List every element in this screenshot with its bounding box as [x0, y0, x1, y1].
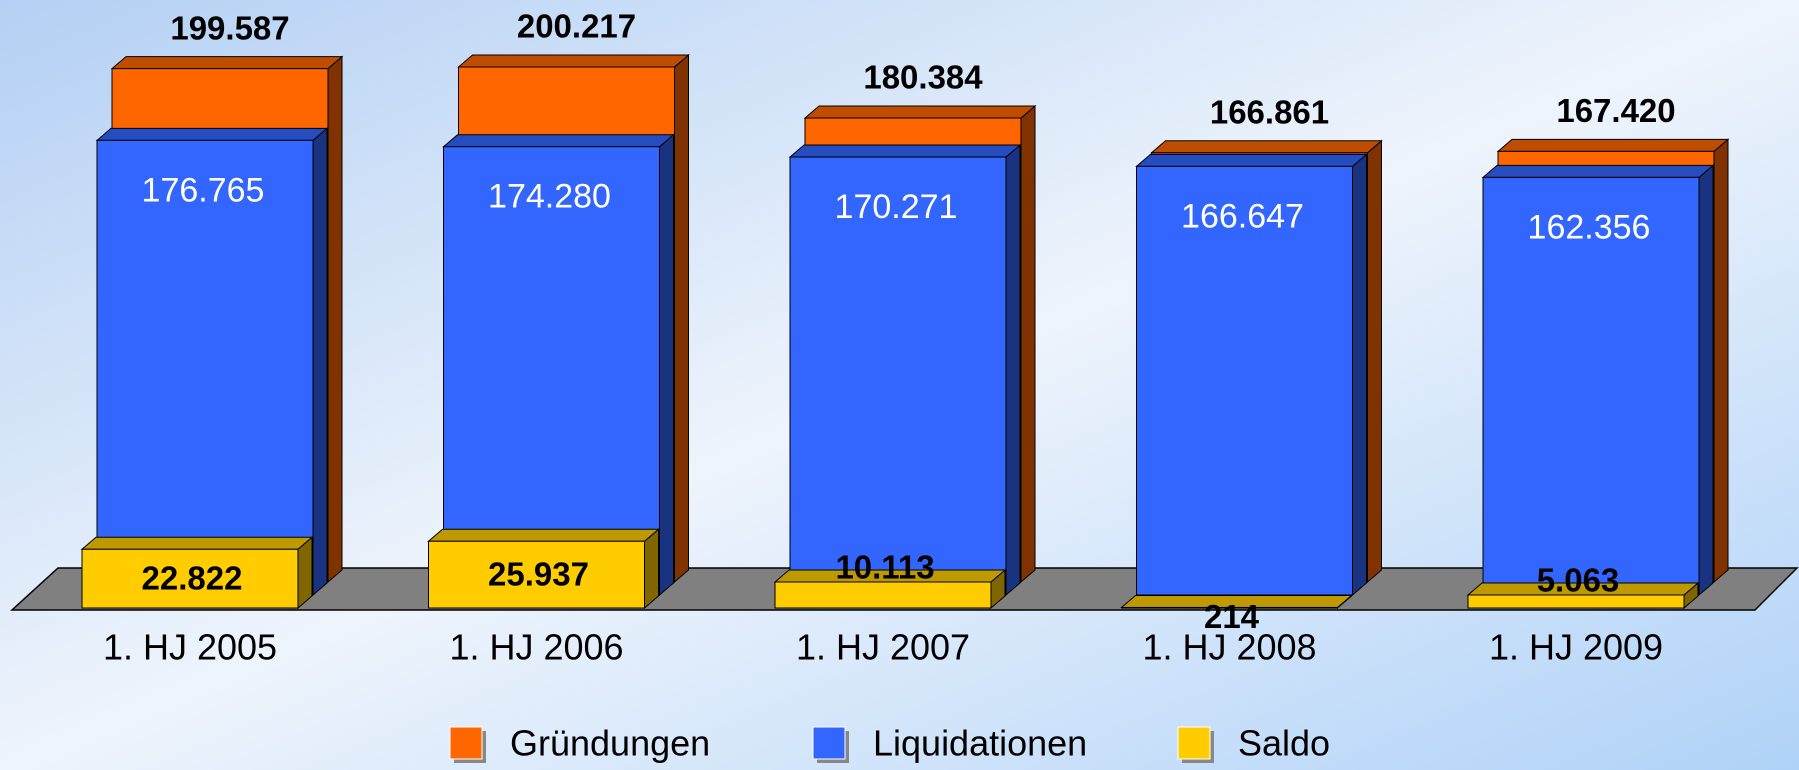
bar-side: [674, 53, 689, 584]
bar-side: [1698, 164, 1714, 597]
bar: [96, 139, 314, 596]
bar: [1136, 165, 1353, 596]
bar: [81, 548, 299, 609]
x-tick-label: 1. HJ 2005: [103, 627, 277, 668]
bar-top: [457, 54, 690, 68]
x-tick-label: 1. HJ 2007: [796, 627, 970, 668]
bar-side: [1020, 104, 1036, 584]
bar-top: [427, 528, 660, 542]
bar: [1467, 594, 1685, 609]
bar-side: [644, 528, 659, 610]
bar-side: [312, 127, 328, 597]
value-label: 170.271: [835, 188, 958, 226]
value-label: 166.647: [1181, 197, 1304, 235]
bar-top: [803, 105, 1037, 119]
legend-swatch: [449, 726, 483, 760]
legend-label: Gründungen: [510, 723, 710, 764]
value-label: 25.937: [488, 555, 589, 592]
legend-swatch: [1177, 726, 1211, 760]
value-label: 10.113: [835, 549, 934, 586]
bar-top: [110, 56, 344, 70]
value-label: 174.280: [488, 178, 611, 216]
value-label: 22.822: [142, 559, 243, 596]
bar: [1482, 176, 1700, 596]
value-label: 199.587: [170, 9, 289, 46]
legend-label: Saldo: [1238, 723, 1330, 764]
bar: [774, 581, 992, 609]
bar: [428, 540, 645, 609]
bar: [789, 156, 1007, 596]
legend-swatch: [812, 726, 846, 760]
bar-side: [1005, 143, 1021, 597]
bar-side: [327, 55, 343, 584]
bar-side: [1713, 138, 1729, 584]
value-label: 167.420: [1556, 92, 1675, 129]
bar-side: [1352, 153, 1367, 597]
x-tick-label: 1. HJ 2006: [449, 627, 623, 668]
bar-top: [1481, 164, 1715, 178]
bar-side: [659, 133, 674, 597]
value-label: 5.063: [1537, 562, 1620, 599]
bar-top: [442, 134, 675, 148]
value-label: 214: [1204, 598, 1260, 635]
x-tick-label: 1. HJ 2009: [1489, 627, 1663, 668]
x-tick-label: 1. HJ 2008: [1142, 627, 1316, 668]
bar-top: [1150, 140, 1383, 154]
value-label: 176.765: [142, 171, 265, 209]
value-label: 180.384: [863, 59, 983, 96]
bar-top: [1135, 153, 1368, 167]
value-label: 162.356: [1528, 208, 1651, 246]
bar: [1121, 606, 1338, 609]
bar-top: [80, 536, 314, 550]
value-label: 166.861: [1210, 94, 1329, 131]
bar-top: [788, 144, 1022, 158]
bar-top: [1496, 138, 1730, 152]
bar-side: [1367, 139, 1382, 584]
legend-label: Liquidationen: [873, 723, 1087, 764]
bar-top: [95, 127, 329, 141]
bar: [443, 146, 660, 596]
value-label: 200.217: [517, 8, 636, 45]
